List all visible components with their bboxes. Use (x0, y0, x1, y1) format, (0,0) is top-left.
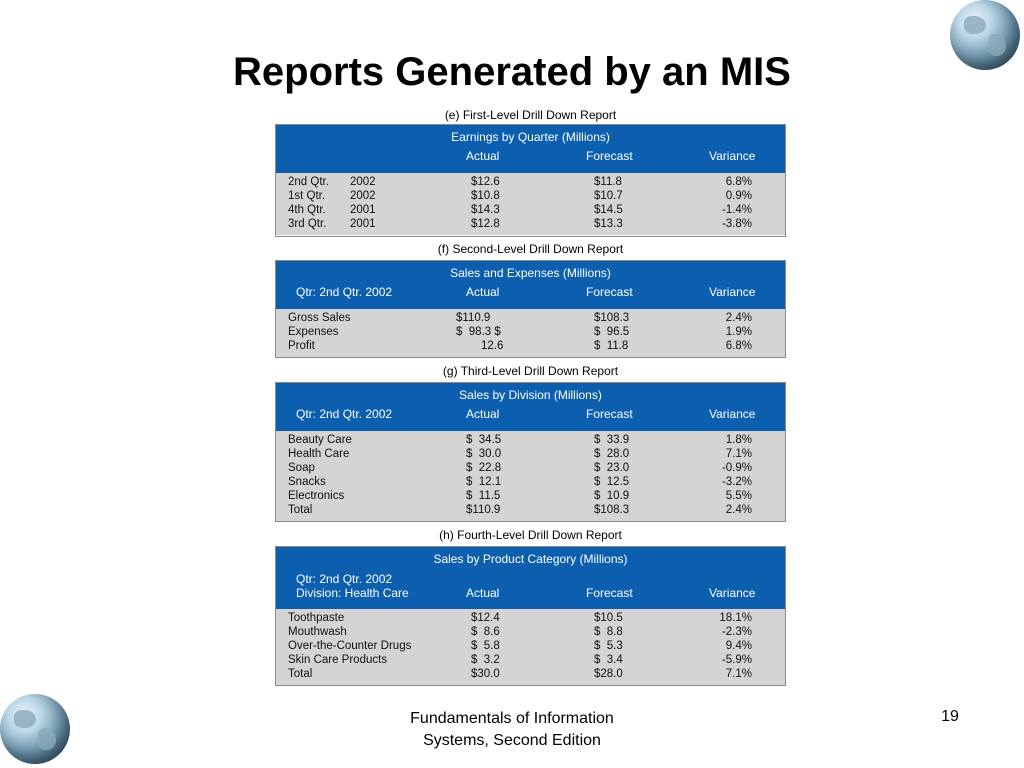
table-row: Toothpaste $12.4 $10.5 18.1% (288, 612, 752, 624)
col-actual: Actual (466, 149, 500, 163)
table-row: 2nd Qtr. 2002 $12.6 $11.8 6.8% (288, 176, 752, 188)
table-row: Profit 12.6 $ 11.8 6.8% (288, 340, 752, 352)
report-f-header: Sales and Expenses (Millions) Qtr: 2nd Q… (276, 261, 785, 309)
report-g-body: Beauty Care $ 34.5 $ 33.9 1.8% Health Ca… (276, 431, 785, 521)
col-actual: Actual (466, 285, 500, 299)
table-row: Snacks $ 12.1 $ 12.5 -3.2% (288, 476, 752, 488)
qtr-label: Qtr: 2nd Qtr. 2002 (296, 285, 393, 299)
col-forecast: Forecast (586, 407, 633, 421)
report-h-heading: (h) Fourth-Level Drill Down Report (439, 528, 622, 542)
report-e-table: Earnings by Quarter (Millions) Actual Fo… (275, 124, 786, 237)
col-variance: Variance (709, 285, 756, 299)
report-e-heading: (e) First-Level Drill Down Report (444, 108, 617, 122)
report-h-table: Sales by Product Category (Millions) Qtr… (275, 546, 786, 686)
page-number: 19 (941, 708, 959, 725)
table-row: 1st Qtr. 2002 $10.8 $10.7 0.9% (288, 190, 752, 202)
col-variance: Variance (709, 149, 756, 163)
report-h-body: Toothpaste $12.4 $10.5 18.1% Mouthwash $… (276, 609, 785, 685)
table-row: Total $30.0 $28.0 7.1% (288, 668, 752, 680)
report-g-title: Sales by Division (Millions) (459, 388, 602, 402)
report-g-table: Sales by Division (Millions) Qtr: 2nd Qt… (275, 382, 786, 522)
table-row: 4th Qtr. 2001 $14.3 $14.5 -1.4% (288, 204, 752, 216)
table-row: Skin Care Products $ 3.2 $ 3.4 -5.9% (288, 654, 752, 666)
report-h-title: Sales by Product Category (Millions) (433, 552, 628, 566)
report-e-header: Earnings by Quarter (Millions) Actual Fo… (276, 125, 785, 173)
report-e-title: Earnings by Quarter (Millions) (451, 130, 610, 144)
report-g-heading: (g) Third-Level Drill Down Report (442, 364, 619, 378)
footer-line-2: Systems, Second Edition (423, 732, 601, 749)
report-f-table: Sales and Expenses (Millions) Qtr: 2nd Q… (275, 260, 786, 358)
table-row: Gross Sales $110.9 $108.3 2.4% (288, 312, 752, 324)
footer-line-1: Fundamentals of Information (410, 710, 614, 727)
footer-text: Fundamentals of Information Systems, Sec… (370, 708, 654, 752)
slide-title: Reports Generated by an MIS (233, 50, 791, 94)
table-row: 3rd Qtr. 2001 $12.8 $13.3 -3.8% (288, 218, 752, 230)
report-f-body: Gross Sales $110.9 $108.3 2.4% Expenses … (276, 309, 785, 357)
col-variance: Variance (709, 586, 756, 600)
col-actual: Actual (466, 407, 500, 421)
qtr-label: Qtr: 2nd Qtr. 2002 (296, 407, 393, 421)
table-row: Beauty Care $ 34.5 $ 33.9 1.8% (288, 434, 752, 446)
table-row: Soap $ 22.8 $ 23.0 -0.9% (288, 462, 752, 474)
globe-icon (950, 0, 1020, 70)
table-row: Electronics $ 11.5 $ 10.9 5.5% (288, 490, 752, 502)
table-row: Total $110.9 $108.3 2.4% (288, 504, 752, 516)
col-actual: Actual (466, 586, 500, 600)
globe-icon (0, 694, 70, 764)
report-g-header: Sales by Division (Millions) Qtr: 2nd Qt… (276, 383, 785, 431)
division-label: Division: Health Care (296, 586, 409, 600)
table-row: Over-the-Counter Drugs $ 5.8 $ 5.3 9.4% (288, 640, 752, 652)
report-f-heading: (f) Second-Level Drill Down Report (437, 242, 624, 256)
table-row: Mouthwash $ 8.6 $ 8.8 -2.3% (288, 626, 752, 638)
table-row: Health Care $ 30.0 $ 28.0 7.1% (288, 448, 752, 460)
qtr-label: Qtr: 2nd Qtr. 2002 (296, 572, 393, 586)
report-f-title: Sales and Expenses (Millions) (450, 266, 611, 280)
report-e-body: 2nd Qtr. 2002 $12.6 $11.8 6.8% 1st Qtr. … (276, 173, 785, 235)
col-forecast: Forecast (586, 285, 633, 299)
col-variance: Variance (709, 407, 756, 421)
col-forecast: Forecast (586, 586, 633, 600)
table-row: Expenses $ 98.3 $ $ 96.5 1.9% (288, 326, 752, 338)
report-h-header: Sales by Product Category (Millions) Qtr… (276, 547, 785, 609)
col-forecast: Forecast (586, 149, 633, 163)
